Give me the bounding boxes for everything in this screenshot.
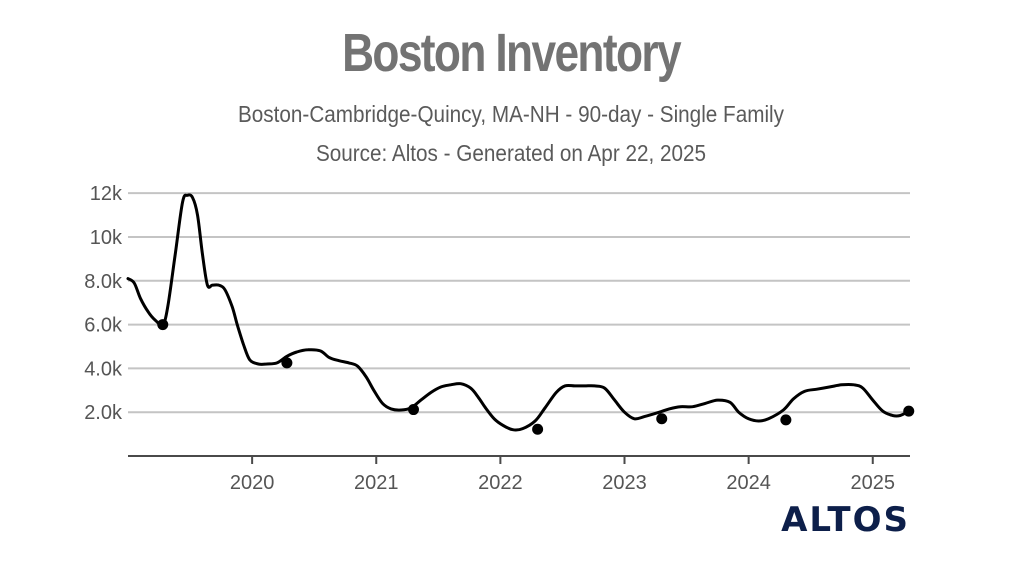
chart-source: Source: Altos - Generated on Apr 22, 202…: [315, 140, 707, 166]
x-tick-label: 2023: [602, 472, 647, 494]
chart-title: Boston Inventory: [342, 23, 682, 83]
data-point-marker: [532, 423, 544, 435]
altos-logo: ALTOS: [781, 500, 910, 540]
data-point-marker: [656, 413, 668, 425]
y-tick-label: 12k: [90, 183, 123, 205]
markers-layer: [157, 319, 915, 435]
chart-subtitle: Boston-Cambridge-Quincy, MA-NH - 90-day …: [237, 101, 785, 127]
x-tick-label: 2021: [354, 472, 399, 494]
grid-lines: [128, 192, 910, 414]
x-tick-label: 2024: [726, 472, 771, 494]
data-point-marker: [903, 405, 915, 417]
series-layer: [126, 193, 911, 432]
x-tick-label: 2025: [851, 472, 896, 494]
data-point-marker: [157, 319, 169, 331]
y-axis: 2.0k 4.0k 6.0k 8.0k 10k 12k: [84, 183, 123, 424]
y-tick-label: 2.0k: [84, 402, 123, 424]
y-tick-label: 8.0k: [84, 271, 123, 293]
y-tick-label: 4.0k: [84, 358, 123, 380]
data-point-marker: [407, 404, 419, 416]
data-point-marker: [780, 414, 792, 426]
inventory-series-line: [126, 193, 911, 432]
y-tick-label: 6.0k: [84, 315, 123, 337]
x-tick-label: 2020: [230, 472, 275, 494]
y-tick-label: 10k: [90, 227, 123, 249]
x-tick-label: 2022: [478, 472, 523, 494]
x-axis: 2020 2021 2022 2023 2024 2025: [128, 455, 910, 494]
data-point-marker: [281, 357, 293, 369]
